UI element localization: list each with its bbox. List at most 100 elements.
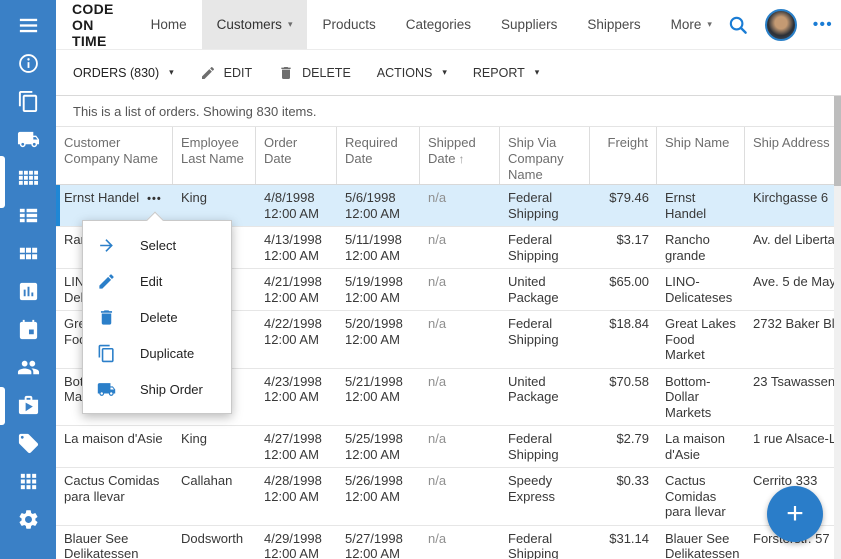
cell-ship-name: La maison d'Asie xyxy=(665,431,725,462)
sidebar-item-info[interactable] xyxy=(0,44,56,82)
people-icon xyxy=(17,360,39,374)
table-header: Customer Company Name Employee Last Name… xyxy=(56,127,841,185)
caret-down-icon: ▾ xyxy=(287,19,293,29)
cell-ship-name: Cactus Comidas para llevar xyxy=(665,473,726,519)
cell-shipped-date: n/a xyxy=(428,373,447,389)
sidebar-item-calendar[interactable] xyxy=(0,310,56,348)
column-header-required-date[interactable]: Required Date xyxy=(337,127,420,184)
caret-down-icon: ▾ xyxy=(169,67,174,77)
cell-order-date: 4/27/1998 12:00 AM xyxy=(264,431,322,462)
view-selector-orders[interactable]: ORDERS (830) ▾ xyxy=(73,65,174,80)
cell-freight: $70.58 xyxy=(609,373,649,389)
add-record-fab[interactable]: + xyxy=(767,486,823,542)
cell-ship-via: Speedy Express xyxy=(508,473,555,504)
report-menu-button[interactable]: REPORT ▾ xyxy=(472,65,540,80)
caret-down-icon: ▾ xyxy=(442,67,447,77)
sidebar-item-people[interactable] xyxy=(0,348,56,386)
toolbar: ORDERS (830) ▾ EDIT DELETE ACTIONS ▾ REPOR… xyxy=(56,50,841,96)
cell-order-date: 4/13/1998 12:00 AM xyxy=(264,232,322,263)
column-header-ship-via[interactable]: Ship Via Company Name xyxy=(500,127,590,184)
sidebar-item-duplicate[interactable] xyxy=(0,82,56,120)
context-menu-item-duplicate[interactable]: Duplicate xyxy=(83,335,231,371)
cell-freight: $2.79 xyxy=(616,431,649,446)
caret-down-icon: ▾ xyxy=(707,19,712,29)
table-row[interactable]: Blauer See Delikatessen Dodsworth 4/29/199… xyxy=(56,526,841,559)
table-row[interactable]: Cactus Comidas para llevar Callahan 4/28/1… xyxy=(56,468,841,526)
edit-button[interactable]: EDIT xyxy=(200,65,252,81)
sidebar-active-indicator xyxy=(0,387,5,425)
context-menu-item-ship-order[interactable]: Ship Order xyxy=(83,371,231,407)
menu-icon xyxy=(19,18,37,32)
table-row[interactable]: La maison d'Asie King 4/27/1998 12:00 AM 5/… xyxy=(56,426,841,468)
truck-icon xyxy=(97,382,116,396)
cell-required-date: 5/6/1998 12:00 AM xyxy=(345,190,400,221)
cell-order-date: 4/21/1998 12:00 AM xyxy=(264,274,322,305)
nav-item-more[interactable]: More ▾ xyxy=(670,17,712,32)
cell-ship-name: Rancho grande xyxy=(665,232,710,263)
sidebar-item-charts[interactable] xyxy=(0,272,56,310)
sidebar-item-shipping[interactable] xyxy=(0,120,56,158)
nav-item-products[interactable]: Products xyxy=(322,17,376,32)
cell-ship-address: 23 Tsawassen Blvd. xyxy=(753,373,841,389)
context-menu-item-select[interactable]: Select xyxy=(83,227,231,263)
cell-shipped-date: n/a xyxy=(428,316,447,331)
column-header-ship-address[interactable]: Ship Address xyxy=(753,135,830,150)
nav-item-customers[interactable]: Customers ▾ xyxy=(201,0,308,49)
user-avatar[interactable] xyxy=(764,8,797,41)
cell-freight: $0.33 xyxy=(616,473,649,488)
context-menu-item-edit[interactable]: Edit xyxy=(83,263,231,299)
nav-item-shippers[interactable]: Shippers xyxy=(587,17,641,32)
calendar-icon xyxy=(19,319,37,339)
column-header-employee[interactable]: Employee Last Name xyxy=(173,127,256,184)
copy-icon xyxy=(98,344,114,362)
sidebar-item-settings[interactable] xyxy=(0,500,56,538)
column-header-freight[interactable]: Freight xyxy=(590,127,657,184)
actions-menu-button[interactable]: ACTIONS ▾ xyxy=(376,65,447,80)
sidebar-item-tags[interactable] xyxy=(0,424,56,462)
context-menu-item-delete[interactable]: Delete xyxy=(83,299,231,335)
status-text: This is a list of orders. Showing 830 it… xyxy=(73,103,317,119)
cell-ship-via: Federal Shipping xyxy=(508,232,559,263)
table-row[interactable]: LINO-Delicateses 4/21/1998 12:00 AM 5/19/1… xyxy=(56,269,841,311)
cell-ship-via: Federal Shipping xyxy=(508,530,559,559)
top-navigation: CODE ON TIME Home Customers ▾ Products Ca… xyxy=(56,0,841,50)
nav-item-categories[interactable]: Categories xyxy=(405,17,472,32)
sort-ascending-icon: ↑ xyxy=(458,152,465,166)
cell-required-date: 5/25/1998 12:00 AM xyxy=(345,431,403,462)
cell-shipped-date: n/a xyxy=(428,530,447,546)
vertical-scrollbar-thumb[interactable] xyxy=(834,96,841,186)
grid-module-icon xyxy=(19,247,37,259)
shop-icon xyxy=(18,395,38,414)
nav-item-suppliers[interactable]: Suppliers xyxy=(501,17,558,32)
cell-customer: Ernst Handel ••• xyxy=(56,185,173,226)
trash-icon xyxy=(100,309,113,325)
column-header-ship-name[interactable]: Ship Name xyxy=(657,127,745,184)
column-header-shipped-date[interactable]: Shipped Date ↑ xyxy=(420,127,500,184)
cell-ship-via: Federal Shipping xyxy=(508,431,559,462)
column-header-order-date[interactable]: Order Date xyxy=(256,127,337,184)
nav-item-home[interactable]: Home xyxy=(150,17,187,32)
sidebar-item-ship-orders[interactable] xyxy=(0,386,56,424)
sidebar-item-list-view[interactable] xyxy=(0,196,56,234)
row-actions-kebab-icon[interactable]: ••• xyxy=(147,193,162,205)
sidebar-item-module-view[interactable] xyxy=(0,234,56,272)
overflow-menu-button[interactable]: ••• xyxy=(813,16,833,33)
cell-order-date: 4/22/1998 12:00 AM xyxy=(264,316,322,347)
cell-employee: King xyxy=(181,431,208,446)
sidebar-item-menu[interactable] xyxy=(0,6,56,44)
vertical-scrollbar[interactable] xyxy=(834,96,841,559)
cell-ship-via: Federal Shipping xyxy=(508,190,559,221)
cell-shipped-date: n/a xyxy=(428,232,447,247)
column-header-customer[interactable]: Customer Company Name xyxy=(56,127,173,184)
cell-ship-address: Ave. 5 de Mayo Porlamar xyxy=(753,274,841,289)
sidebar-item-orders-grid[interactable] xyxy=(0,158,56,196)
search-button[interactable] xyxy=(727,14,749,36)
sidebar-item-apps[interactable] xyxy=(0,462,56,500)
cell-employee: Dodsworth xyxy=(181,530,244,546)
cell-ship-address: Av. del Libertador 900 xyxy=(753,232,841,247)
cell-shipped-date: n/a xyxy=(428,431,447,446)
delete-button[interactable]: DELETE xyxy=(278,65,351,81)
grid-dense-icon xyxy=(18,170,38,185)
cell-required-date: 5/26/1998 12:00 AM xyxy=(345,473,403,504)
